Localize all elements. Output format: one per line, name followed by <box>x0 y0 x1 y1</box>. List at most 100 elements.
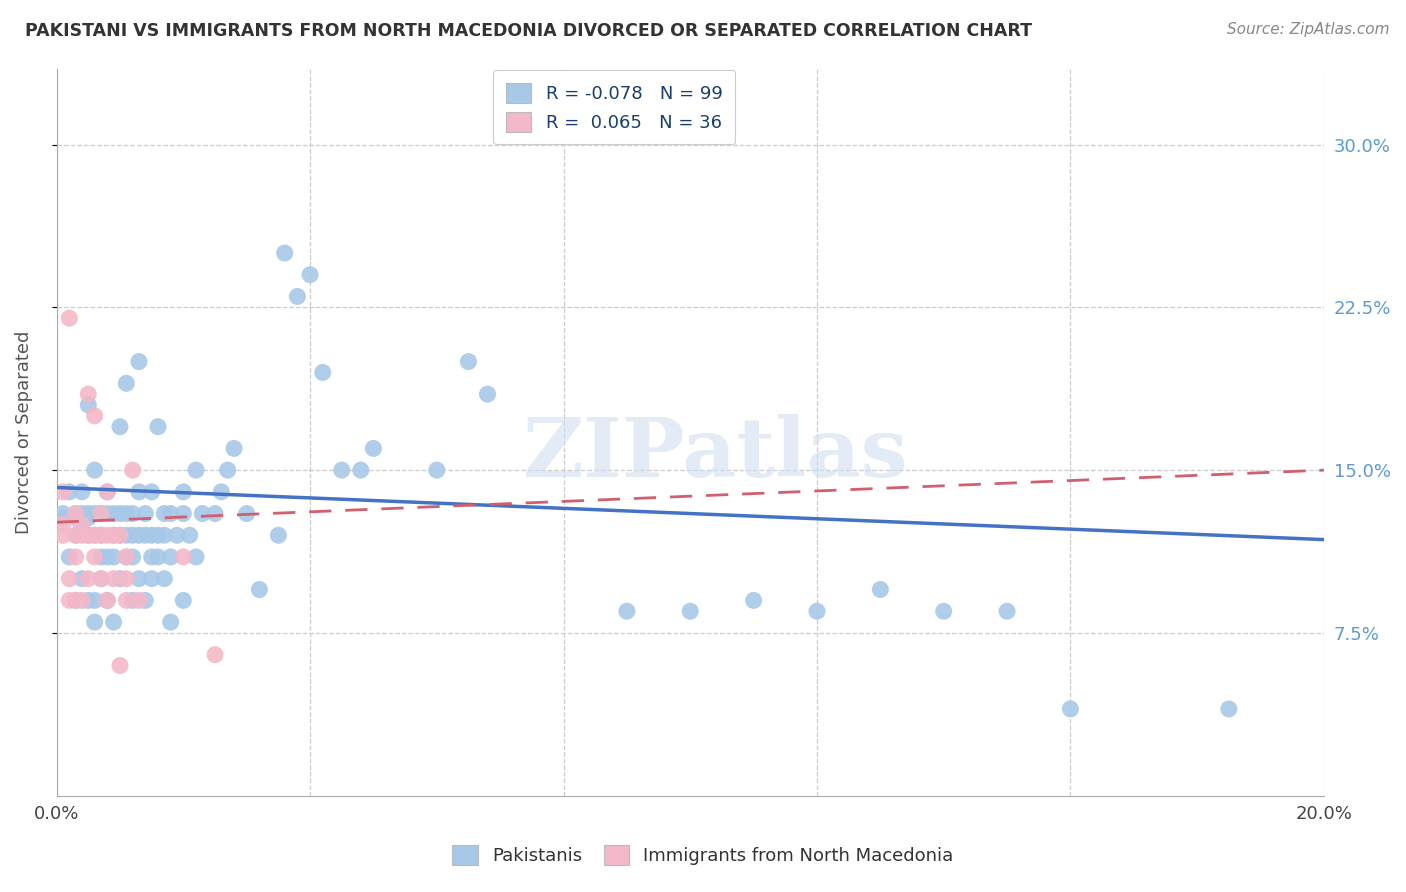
Point <box>172 484 194 499</box>
Point <box>103 549 125 564</box>
Point <box>83 528 105 542</box>
Point <box>65 593 87 607</box>
Point <box>70 507 93 521</box>
Point <box>108 528 131 542</box>
Point <box>96 528 118 542</box>
Point <box>217 463 239 477</box>
Point <box>77 507 100 521</box>
Point <box>115 549 138 564</box>
Point <box>83 463 105 477</box>
Point <box>426 463 449 477</box>
Point <box>65 528 87 542</box>
Point <box>299 268 322 282</box>
Point <box>134 507 156 521</box>
Point <box>115 549 138 564</box>
Point <box>96 507 118 521</box>
Y-axis label: Divorced or Separated: Divorced or Separated <box>15 330 32 533</box>
Point <box>65 507 87 521</box>
Point <box>96 484 118 499</box>
Point <box>108 572 131 586</box>
Point <box>77 572 100 586</box>
Point <box>115 593 138 607</box>
Point <box>83 507 105 521</box>
Point <box>679 604 702 618</box>
Point <box>58 593 80 607</box>
Point <box>128 484 150 499</box>
Point <box>90 572 112 586</box>
Point <box>108 528 131 542</box>
Point <box>172 593 194 607</box>
Point <box>77 387 100 401</box>
Point <box>65 507 87 521</box>
Point <box>90 507 112 521</box>
Point <box>58 311 80 326</box>
Point <box>52 511 75 525</box>
Point <box>65 549 87 564</box>
Text: ZIPatlas: ZIPatlas <box>523 414 908 494</box>
Point <box>121 507 143 521</box>
Point <box>172 507 194 521</box>
Point <box>134 593 156 607</box>
Point <box>184 463 207 477</box>
Point <box>70 517 93 532</box>
Point <box>457 354 479 368</box>
Point <box>191 507 214 521</box>
Point <box>96 593 118 607</box>
Point <box>96 549 118 564</box>
Point <box>184 549 207 564</box>
Point <box>96 484 118 499</box>
Point <box>115 528 138 542</box>
Point <box>65 511 87 525</box>
Point <box>121 528 143 542</box>
Point <box>146 549 169 564</box>
Point <box>108 419 131 434</box>
Point <box>806 604 828 618</box>
Point <box>83 409 105 423</box>
Point <box>869 582 891 597</box>
Point <box>1059 702 1081 716</box>
Point <box>153 507 176 521</box>
Point <box>90 528 112 542</box>
Point <box>70 572 93 586</box>
Point <box>222 442 245 456</box>
Point <box>932 604 955 618</box>
Point <box>128 572 150 586</box>
Point <box>235 507 257 521</box>
Text: PAKISTANI VS IMMIGRANTS FROM NORTH MACEDONIA DIVORCED OR SEPARATED CORRELATION C: PAKISTANI VS IMMIGRANTS FROM NORTH MACED… <box>25 22 1032 40</box>
Point <box>121 549 143 564</box>
Point <box>58 484 80 499</box>
Legend: R = -0.078   N = 99, R =  0.065   N = 36: R = -0.078 N = 99, R = 0.065 N = 36 <box>494 70 735 145</box>
Point <box>128 528 150 542</box>
Point <box>141 528 163 542</box>
Point <box>103 572 125 586</box>
Point <box>52 507 75 521</box>
Point <box>146 528 169 542</box>
Point <box>77 398 100 412</box>
Point <box>70 484 93 499</box>
Point <box>77 528 100 542</box>
Point <box>103 528 125 542</box>
Point <box>58 549 80 564</box>
Point <box>115 507 138 521</box>
Point <box>616 604 638 618</box>
Point <box>128 354 150 368</box>
Point <box>77 511 100 525</box>
Point <box>209 484 232 499</box>
Point <box>274 246 297 260</box>
Point <box>330 463 353 477</box>
Point <box>83 593 105 607</box>
Point <box>70 593 93 607</box>
Point <box>134 528 156 542</box>
Point <box>141 549 163 564</box>
Point <box>742 593 765 607</box>
Point <box>179 528 201 542</box>
Point <box>108 658 131 673</box>
Point <box>83 549 105 564</box>
Point <box>52 484 75 499</box>
Point <box>52 517 75 532</box>
Point <box>90 507 112 521</box>
Point <box>96 593 118 607</box>
Point <box>121 463 143 477</box>
Point <box>103 507 125 521</box>
Point <box>477 387 499 401</box>
